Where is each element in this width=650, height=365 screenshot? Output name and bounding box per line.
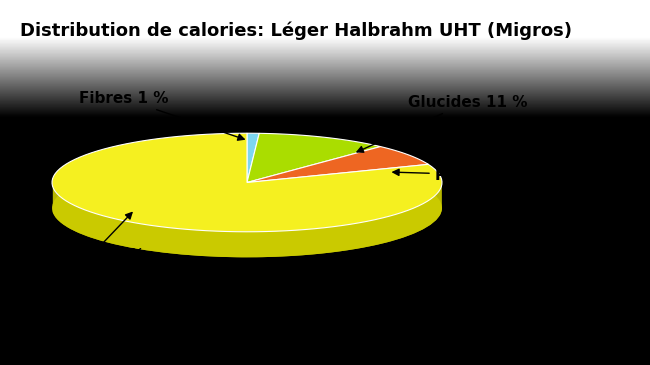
Text: Protéines 7 %: Protéines 7 % xyxy=(393,168,553,183)
Text: Glucides 11 %: Glucides 11 % xyxy=(357,95,528,152)
Polygon shape xyxy=(247,133,380,182)
Text: Lipides 81 %: Lipides 81 % xyxy=(37,212,145,263)
Polygon shape xyxy=(247,133,259,182)
Ellipse shape xyxy=(52,159,442,257)
Text: Distribution de calories: Léger Halbrahm UHT (Migros): Distribution de calories: Léger Halbrahm… xyxy=(20,22,571,41)
Text: © vitahoy.ch: © vitahoy.ch xyxy=(13,341,93,354)
Polygon shape xyxy=(247,147,428,182)
Text: Fibres 1 %: Fibres 1 % xyxy=(79,91,244,140)
Polygon shape xyxy=(53,184,442,257)
Polygon shape xyxy=(52,133,442,232)
